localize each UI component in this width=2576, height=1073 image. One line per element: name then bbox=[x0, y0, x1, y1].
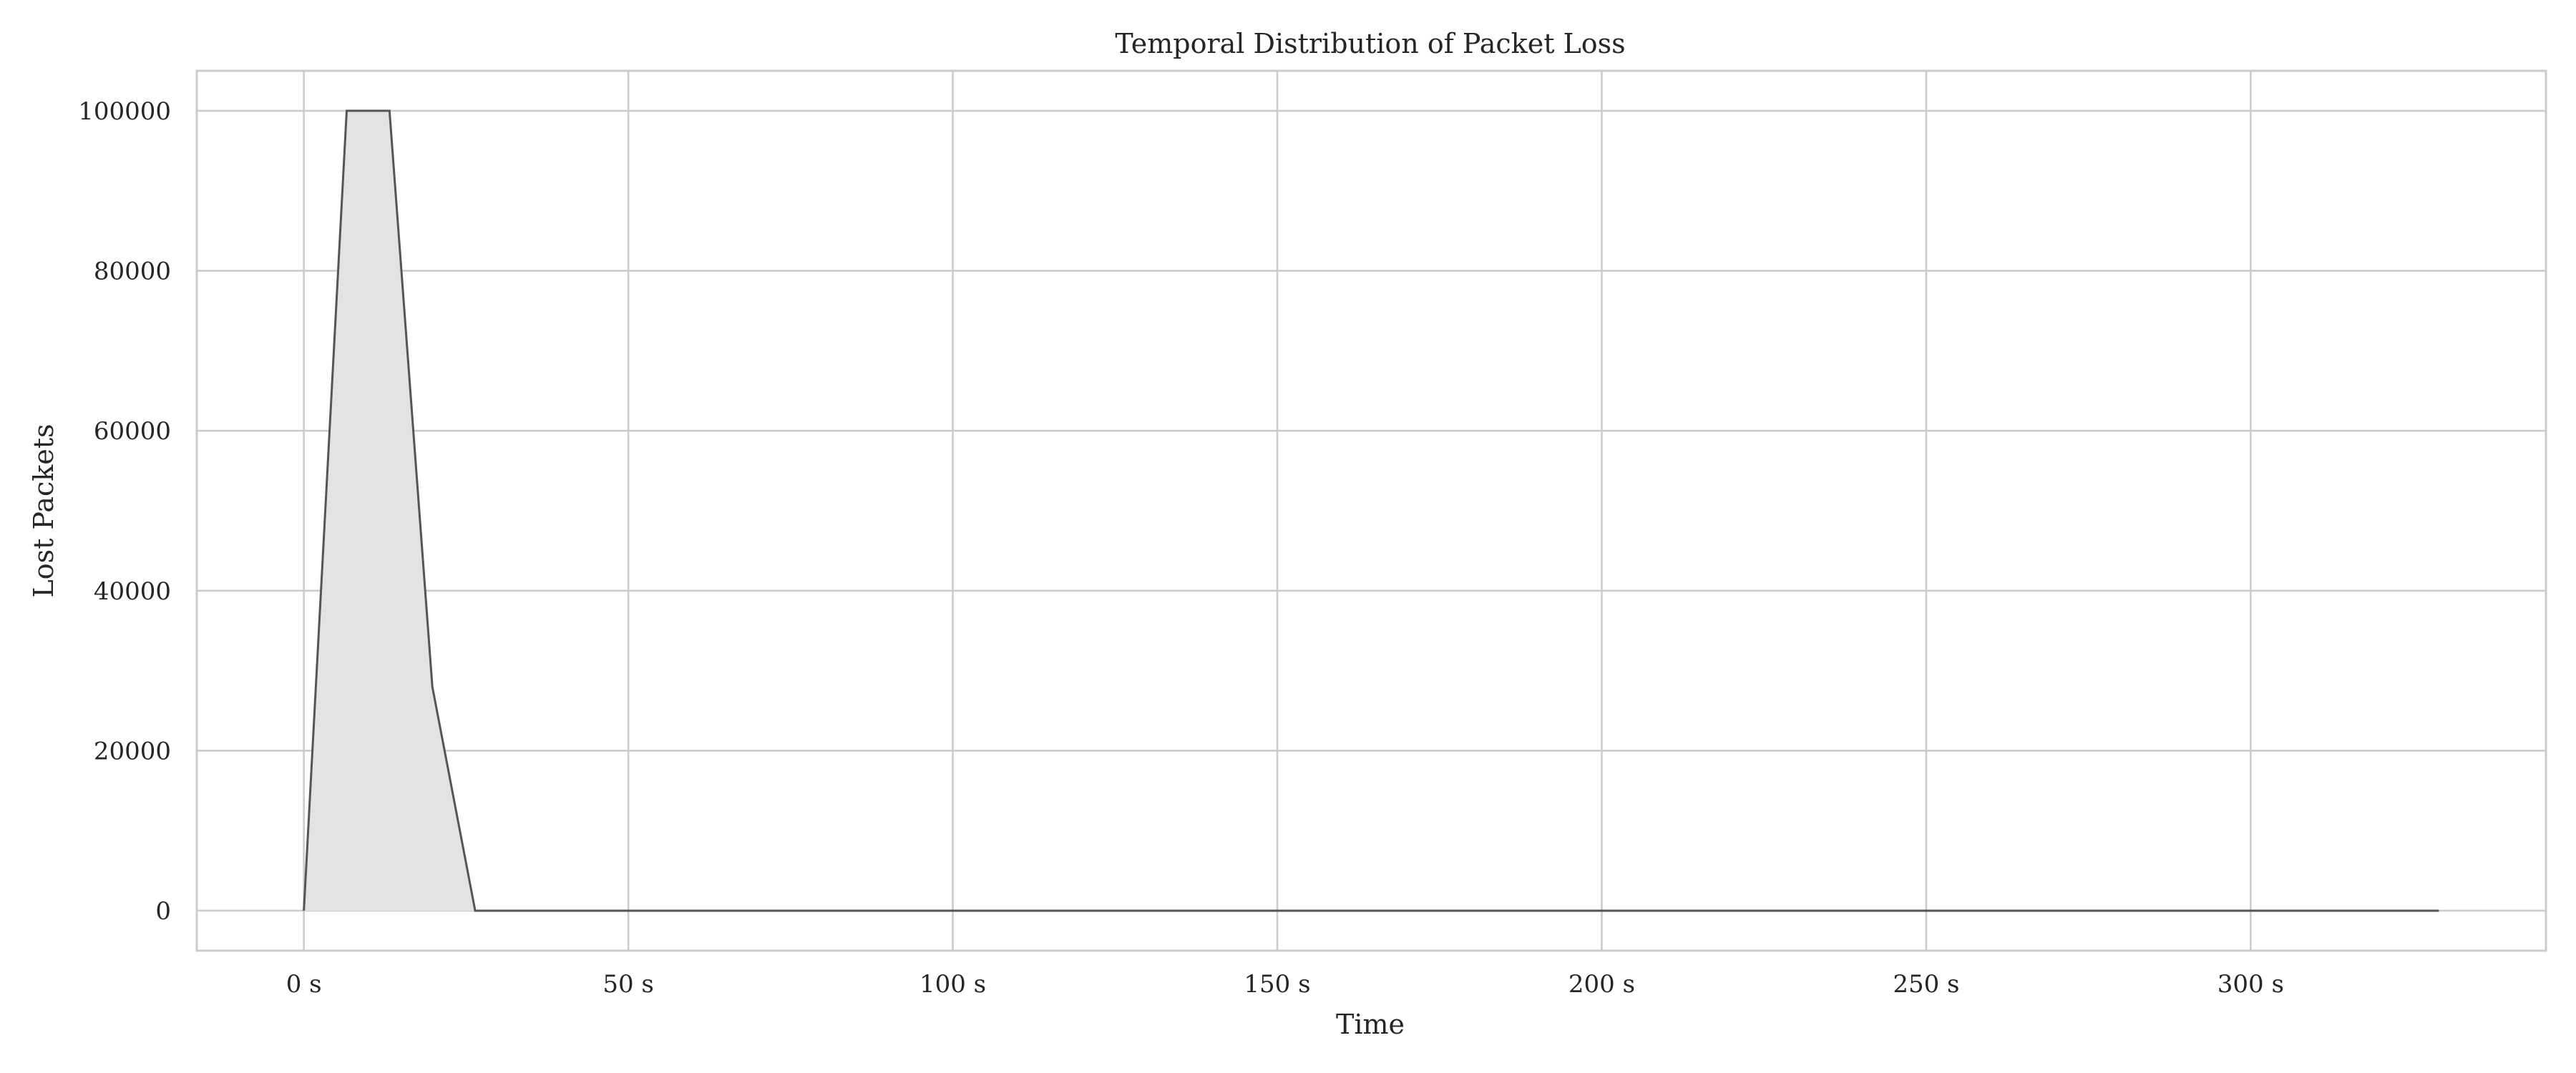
y-tick-label: 20000 bbox=[94, 737, 171, 765]
series-area-fill bbox=[303, 110, 2439, 911]
x-tick-label: 0 s bbox=[286, 970, 322, 999]
x-axis-label: Time bbox=[1336, 1009, 1405, 1040]
chart-title: Temporal Distribution of Packet Loss bbox=[1115, 28, 1625, 59]
x-tick-labels: 0 s 50 s 100 s 150 s 200 s 250 s 300 s bbox=[286, 970, 2284, 999]
y-axis-label: Lost Packets bbox=[28, 423, 59, 597]
area-layer bbox=[303, 109, 2439, 912]
y-tick-label: 80000 bbox=[94, 258, 171, 286]
plot-frame bbox=[195, 69, 2547, 952]
x-tick-label: 50 s bbox=[602, 970, 654, 999]
x-tick-label: 300 s bbox=[2218, 970, 2284, 999]
x-tick-label: 250 s bbox=[1893, 970, 1959, 999]
y-tick-label: 60000 bbox=[94, 417, 171, 446]
y-tick-label: 0 bbox=[155, 897, 171, 926]
y-tick-label: 100000 bbox=[78, 97, 171, 126]
grid-layer bbox=[197, 71, 2546, 951]
x-tick-label: 150 s bbox=[1244, 970, 1310, 999]
x-tick-label: 200 s bbox=[1568, 970, 1635, 999]
x-tick-label: 100 s bbox=[919, 970, 986, 999]
y-tick-labels: 0 20000 40000 60000 80000 100000 bbox=[78, 97, 171, 926]
series-line bbox=[303, 109, 2439, 912]
y-tick-label: 40000 bbox=[94, 577, 171, 606]
